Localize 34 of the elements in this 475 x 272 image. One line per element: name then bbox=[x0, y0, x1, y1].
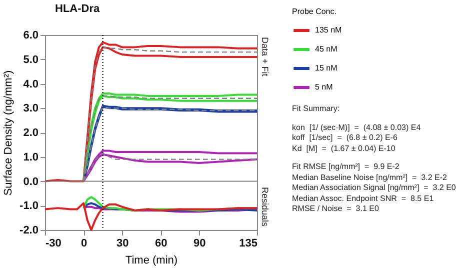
text: Median Association Signal [ng/mm²] = 3.2 E0 bbox=[292, 183, 456, 194]
legend-label: 45 nM bbox=[315, 44, 338, 54]
y-tick-label: 3.0 bbox=[23, 102, 38, 115]
x-tick-label: 60 bbox=[155, 238, 168, 250]
text: koff [1/sec] = (6.8 ± 0.2) E-6 bbox=[292, 133, 398, 144]
text: RMSE / Noise = 3.1 E0 bbox=[292, 204, 380, 214]
text: Residuals bbox=[260, 187, 270, 227]
x-tick-label: -30 bbox=[46, 238, 62, 250]
legend-label: 15 nM bbox=[315, 64, 338, 72]
x-axis-title: Time (min) bbox=[125, 254, 178, 266]
text: kon [1/ (sec·M)] = (4.08 ± 0.03) E4 bbox=[292, 122, 422, 133]
x-tick-label: 30 bbox=[116, 238, 129, 250]
text: Fit Summary: bbox=[292, 104, 341, 114]
y-tick-label: -1.0 bbox=[20, 200, 38, 212]
y-axis-title: Surface Density (ng/mm²) bbox=[2, 70, 15, 196]
legend-label: 5 nM bbox=[315, 82, 334, 92]
text: Median Baseline Noise [ng/mm²] = 3.2 E-2 bbox=[292, 172, 448, 183]
y-tick-label: 5.0 bbox=[23, 54, 38, 66]
text: Data + Fit bbox=[260, 37, 270, 76]
y-tick-label: -2.0 bbox=[20, 224, 38, 236]
y-tick-label: 4.0 bbox=[23, 78, 38, 90]
x-tick-label: 0 bbox=[80, 238, 88, 250]
y-tick-label: 0.0 bbox=[23, 176, 38, 188]
text: Fit RMSE [ng/mm²] = 9.9 E-2 bbox=[292, 162, 400, 172]
x-tick-label: 135 bbox=[239, 238, 258, 250]
chart-title: HLA-Dra bbox=[55, 3, 100, 15]
y-tick-label: 2.0 bbox=[23, 127, 38, 139]
x-tick-label: 90 bbox=[194, 238, 206, 250]
legend-title: Probe Conc. bbox=[292, 7, 336, 16]
text: Median Assoc. Endpoint SNR = 8.5 E1 bbox=[292, 194, 435, 204]
legend-label: 135 nM bbox=[315, 26, 342, 34]
text: Kd [M] = (1.67 ± 0.04) E-10 bbox=[292, 144, 396, 154]
y-tick-label: 6.0 bbox=[23, 30, 38, 42]
y-tick-label: 1.0 bbox=[23, 151, 38, 164]
